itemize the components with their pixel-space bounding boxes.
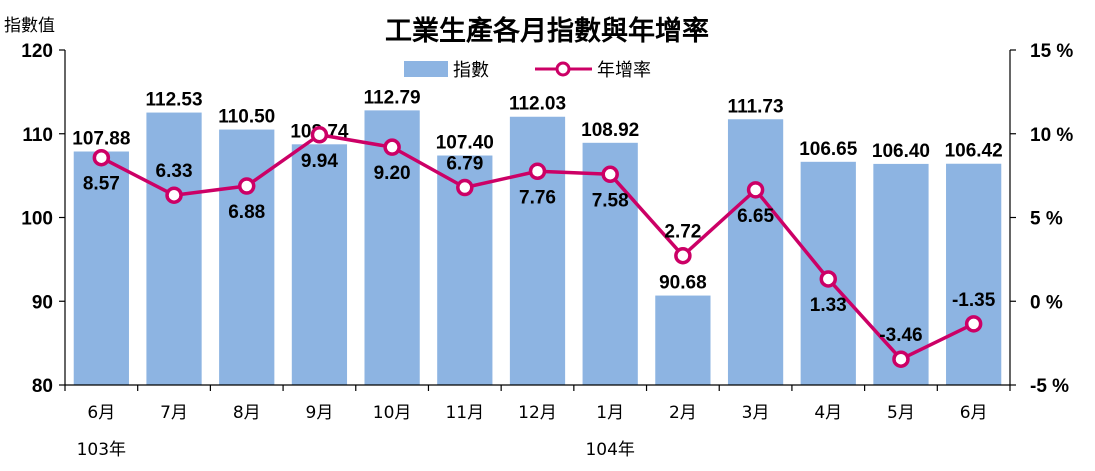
growth-marker xyxy=(165,186,183,204)
x-tick-label: 1月 xyxy=(596,403,624,423)
x-tick-label: 9月 xyxy=(306,403,334,423)
growth-value-label: 6.33 xyxy=(156,161,193,182)
y-tick-label: 80 xyxy=(32,376,53,397)
legend-bar-label: 指數 xyxy=(453,60,489,81)
growth-value-label: 7.76 xyxy=(519,187,556,208)
growth-value-label: 1.33 xyxy=(810,295,847,316)
x-tick-label: 8月 xyxy=(233,403,261,423)
bar-value-label: 106.65 xyxy=(799,139,858,160)
growth-value-label: 2.72 xyxy=(664,222,701,243)
y-tick-label: 120 xyxy=(21,41,53,62)
bar-value-label: 112.79 xyxy=(364,87,421,108)
bar xyxy=(582,142,638,385)
growth-value-label: -3.46 xyxy=(879,325,922,346)
legend: 指數 年增率 xyxy=(404,60,651,81)
bar xyxy=(146,112,202,385)
growth-value-label: 9.20 xyxy=(374,163,411,184)
x-tick-label: 12月 xyxy=(518,403,557,423)
y-tick-label: 100 xyxy=(21,209,53,230)
bar xyxy=(946,163,1002,385)
growth-value-label: -1.35 xyxy=(952,290,996,311)
bar xyxy=(291,144,348,385)
x-tick-label: 5月 xyxy=(887,403,915,423)
growth-marker xyxy=(92,148,111,167)
legend-line-label: 年增率 xyxy=(597,60,651,81)
y-tick-label: 90 xyxy=(32,292,53,313)
y2-tick-label: -5 % xyxy=(1030,376,1069,397)
bar-value-label: 111.73 xyxy=(728,96,784,117)
growth-value-label: 6.88 xyxy=(228,202,265,223)
legend-bar-swatch xyxy=(404,61,448,77)
x-tick-label: 6月 xyxy=(960,403,988,423)
bar xyxy=(655,295,711,385)
y-axis-title: 指數值 xyxy=(4,16,55,36)
bar-value-label: 110.50 xyxy=(218,107,275,128)
growth-value-label: 6.79 xyxy=(446,154,483,175)
bar-value-label: 112.53 xyxy=(145,90,202,111)
y2-tick-label: 5 % xyxy=(1030,209,1063,230)
bar xyxy=(509,116,566,385)
growth-value-label: 8.57 xyxy=(83,174,120,195)
x-tick-label: 7月 xyxy=(160,403,188,423)
growth-marker xyxy=(310,126,329,144)
growth-value-label: 6.65 xyxy=(737,206,774,227)
growth-marker xyxy=(674,246,692,265)
y2-tick-label: 0 % xyxy=(1030,292,1063,313)
bar xyxy=(219,129,275,385)
growth-marker xyxy=(964,315,983,333)
bar xyxy=(73,151,129,385)
growth-marker xyxy=(237,177,256,195)
chart-title: 工業生產各月指數與年增率 xyxy=(385,15,709,47)
bar-value-label: 108.92 xyxy=(581,120,639,141)
growth-marker xyxy=(456,178,474,197)
plot-area: 80 90 100 110 120 -5 % 0 % 5 % 10 % 15 % 6月 7月 8月 9月 1… xyxy=(21,41,1073,460)
x-tick-label: 2月 xyxy=(669,403,697,423)
growth-value-label: 9.94 xyxy=(301,151,338,172)
bar-value-label: 112.03 xyxy=(509,94,566,115)
growth-marker xyxy=(528,162,547,181)
growth-marker xyxy=(819,270,838,288)
year-label: 103年 xyxy=(77,440,126,460)
bar-value-label: 106.42 xyxy=(945,141,1003,162)
x-tick-label: 11月 xyxy=(445,403,484,423)
x-tick-label: 6月 xyxy=(87,403,115,423)
bar-value-label: 107.40 xyxy=(436,133,494,154)
growth-marker xyxy=(892,350,910,368)
bar-value-label: 107.88 xyxy=(72,129,130,150)
bar-value-label: 106.40 xyxy=(872,141,930,162)
year-label: 104年 xyxy=(585,440,634,460)
x-tick-label: 10月 xyxy=(373,403,412,423)
bar xyxy=(727,119,784,385)
legend-line-marker xyxy=(555,61,571,77)
growth-marker xyxy=(383,138,401,156)
y2-tick-label: 15 % xyxy=(1030,41,1073,62)
bar xyxy=(873,163,929,385)
x-tick-label: 3月 xyxy=(742,403,770,423)
growth-marker xyxy=(746,181,765,199)
x-tick-label: 4月 xyxy=(814,403,842,423)
y-tick-label: 110 xyxy=(22,125,53,146)
growth-value-label: 7.58 xyxy=(592,190,629,211)
bar-value-label: 90.68 xyxy=(659,273,707,294)
growth-marker xyxy=(601,165,619,184)
y2-tick-label: 10 % xyxy=(1030,125,1073,146)
